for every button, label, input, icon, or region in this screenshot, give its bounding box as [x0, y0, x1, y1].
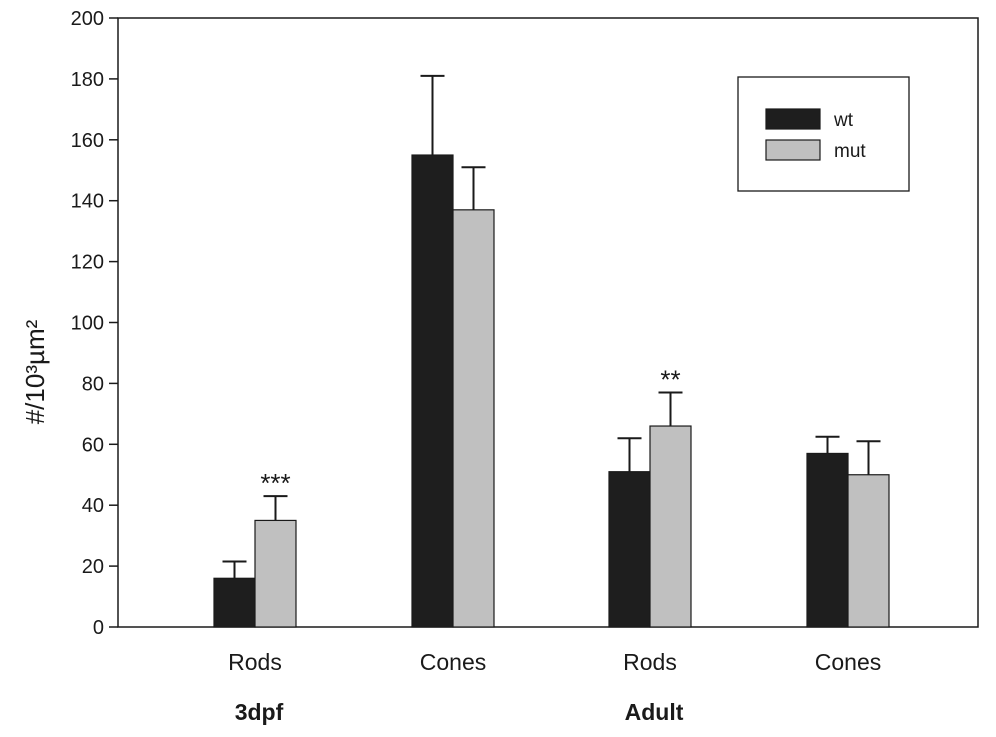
y-tick-label: 80 [82, 373, 104, 395]
y-axis: 0 20 40 60 80 100 120 140 160 180 200 [71, 8, 118, 639]
legend-label: wt [833, 110, 854, 131]
y-tick-label: 140 [71, 191, 104, 213]
legend-label: mut [834, 141, 866, 162]
y-tick-label: 60 [82, 434, 104, 456]
bar-mut [254, 519, 297, 628]
significance-marker: ** [660, 365, 680, 395]
y-axis-title: #/10³µm² [20, 319, 50, 424]
y-tick-label: 200 [71, 8, 104, 30]
legend: wt mut [737, 76, 910, 192]
x-tick-label: Cones [420, 649, 486, 675]
bar-wt [806, 452, 849, 628]
legend-swatch-wt [765, 108, 821, 130]
y-tick-label: 180 [71, 69, 104, 91]
legend-box [737, 76, 910, 192]
x-tick-label: Rods [228, 649, 282, 675]
y-tick-label: 120 [71, 252, 104, 274]
y-tick-label: 100 [71, 313, 104, 335]
bar-mut [452, 209, 495, 628]
bar-wt [213, 577, 256, 628]
legend-swatch-mut [765, 139, 821, 161]
bars: ***** [213, 74, 890, 628]
significance-marker: *** [260, 468, 290, 498]
bar-wt [608, 471, 651, 628]
y-tick-label: 0 [93, 617, 104, 639]
y-tick-label: 20 [82, 556, 104, 578]
x-tick-label: Rods [623, 649, 677, 675]
bar-mut [847, 474, 890, 628]
y-tick-label: 160 [71, 130, 104, 152]
y-tick-label: 40 [82, 495, 104, 517]
bar-wt [411, 154, 454, 628]
category-labels: Rods Cones Rods Cones 3dpf Adult [228, 649, 881, 725]
bar-mut [649, 425, 692, 628]
group-label: 3dpf [235, 699, 284, 725]
x-tick-label: Cones [815, 649, 881, 675]
group-label: Adult [625, 699, 684, 725]
